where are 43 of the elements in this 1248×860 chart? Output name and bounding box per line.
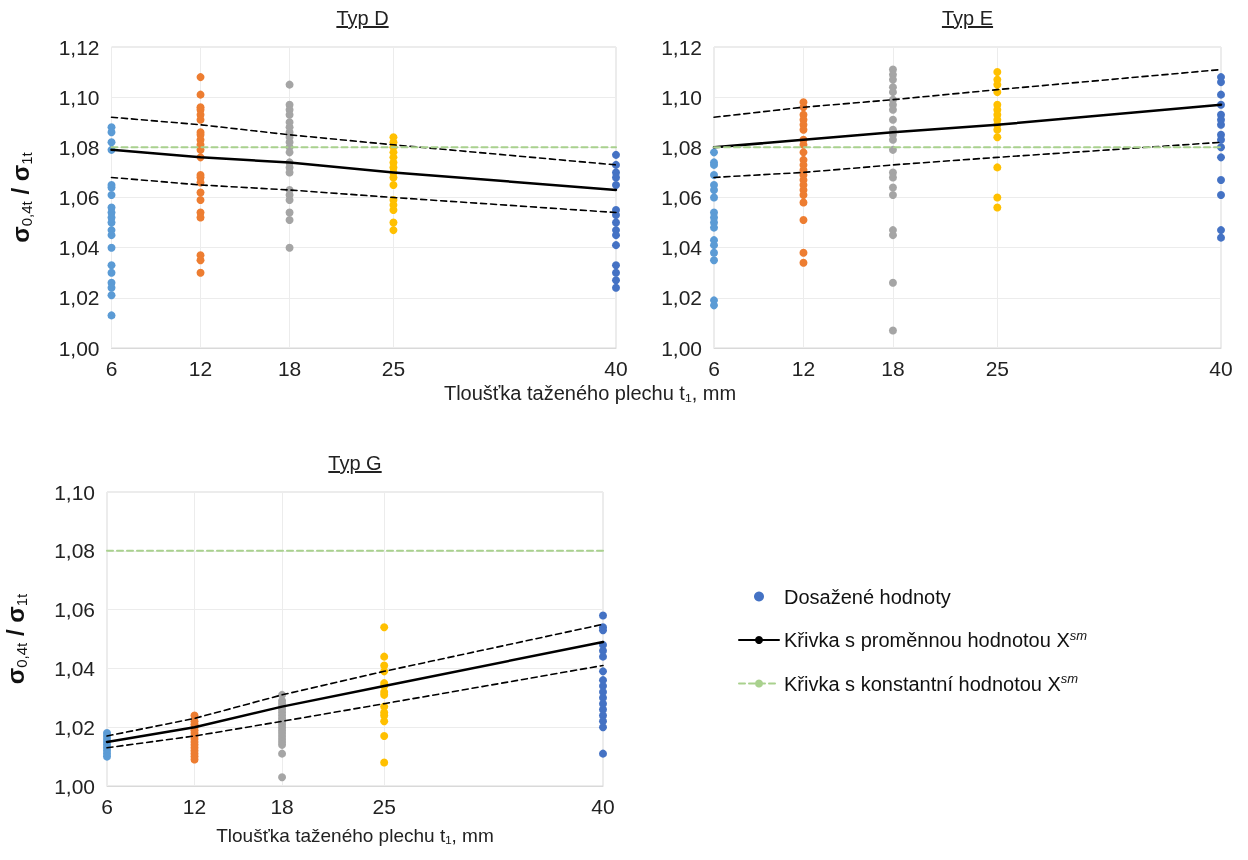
y-tick-label: 1,02 [58, 286, 100, 310]
y-tick-label: 1,02 [661, 286, 702, 310]
y-tick-label: 1,06 [58, 186, 100, 209]
x-axis-title: Tloušťka taženého plechu t₁, mm [216, 825, 494, 846]
y-tick-label: 1,10 [58, 85, 100, 109]
y-tick-label: 1,04 [54, 656, 96, 680]
x-tick-label: 40 [591, 795, 615, 818]
y-tick-label: 1,06 [54, 598, 95, 622]
y-tick-label: 1,06 [661, 186, 702, 209]
y-tick-label: 1,00 [54, 774, 95, 798]
y-tick-label: 1,10 [54, 480, 95, 504]
y-tick-label: 1,08 [661, 135, 702, 159]
y-axis-title: σ0,4t / σ1t [6, 151, 35, 243]
x-tick-label: 12 [791, 357, 816, 380]
y-tick-label: 1,04 [58, 236, 100, 260]
y-tick-label: 1,00 [58, 336, 100, 360]
y-tick-label: 1,12 [661, 35, 702, 59]
y-tick-label: 1,08 [58, 135, 100, 159]
x-tick-label: 25 [381, 357, 406, 380]
x-tick-label: 18 [881, 357, 905, 380]
y-tick-label: 1,00 [661, 336, 702, 360]
y-tick-label: 1,12 [58, 35, 100, 59]
chart-title: Typ E [941, 7, 994, 30]
chart-title: Typ G [328, 452, 382, 475]
x-tick-label: 25 [985, 357, 1009, 380]
x-tick-label: 18 [270, 795, 294, 818]
x-tick-label: 12 [188, 357, 213, 380]
x-tick-label: 25 [372, 795, 396, 818]
x-tick-label: 6 [708, 357, 720, 380]
chart-title: Typ D [336, 7, 389, 30]
x-tick-label: 40 [1209, 357, 1233, 380]
y-tick-label: 1,04 [661, 236, 703, 260]
y-axis-title: σ0,4t / σ1t [2, 592, 30, 685]
y-tick-label: 1,08 [54, 539, 95, 563]
x-tick-label: 6 [101, 795, 113, 818]
y-tick-label: 1,10 [661, 85, 702, 109]
legend-label: Dosažené hodnoty [784, 585, 951, 608]
x-tick-label: 18 [277, 357, 302, 380]
x-tick-label: 12 [182, 795, 207, 818]
y-tick-label: 1,02 [54, 715, 95, 739]
x-axis-title: Tloušťka taženého plechu t₁, mm [443, 382, 737, 405]
x-tick-label: 6 [105, 357, 118, 380]
x-tick-label: 40 [604, 357, 628, 380]
